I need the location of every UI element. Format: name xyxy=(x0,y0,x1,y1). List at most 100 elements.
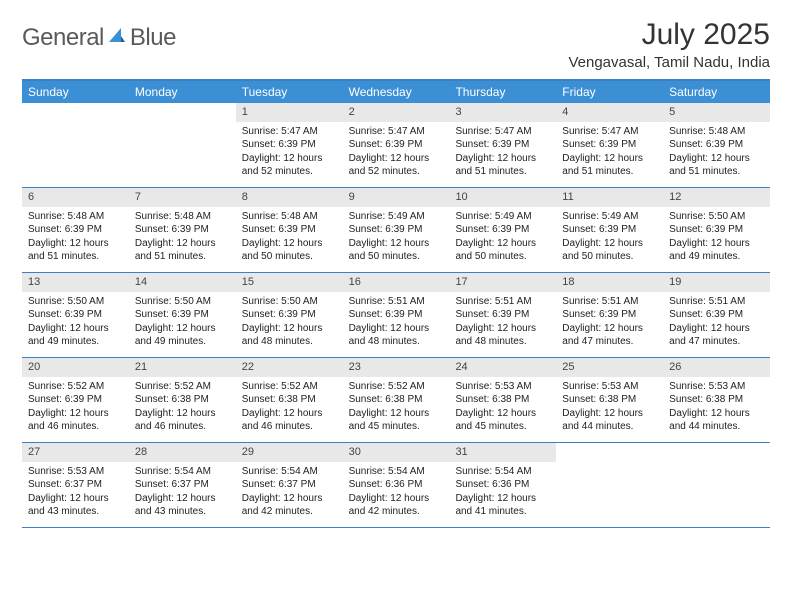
daylight-text: Daylight: 12 hours and 43 minutes. xyxy=(135,492,230,519)
sunrise-text: Sunrise: 5:54 AM xyxy=(242,465,337,479)
day-cell: 22Sunrise: 5:52 AMSunset: 6:38 PMDayligh… xyxy=(236,358,343,442)
daylight-text: Daylight: 12 hours and 50 minutes. xyxy=(349,237,444,264)
day-cell: 30Sunrise: 5:54 AMSunset: 6:36 PMDayligh… xyxy=(343,443,450,527)
day-cell: 5Sunrise: 5:48 AMSunset: 6:39 PMDaylight… xyxy=(663,103,770,187)
day-cell-empty xyxy=(129,103,236,187)
weekday-label: Wednesday xyxy=(343,81,450,103)
sunset-text: Sunset: 6:38 PM xyxy=(669,393,764,407)
sunset-text: Sunset: 6:39 PM xyxy=(455,138,550,152)
daylight-text: Daylight: 12 hours and 51 minutes. xyxy=(455,152,550,179)
sunset-text: Sunset: 6:38 PM xyxy=(349,393,444,407)
day-number: 12 xyxy=(663,188,770,207)
day-body: Sunrise: 5:52 AMSunset: 6:38 PMDaylight:… xyxy=(129,377,236,439)
day-cell: 28Sunrise: 5:54 AMSunset: 6:37 PMDayligh… xyxy=(129,443,236,527)
day-body: Sunrise: 5:51 AMSunset: 6:39 PMDaylight:… xyxy=(449,292,556,354)
day-cell: 17Sunrise: 5:51 AMSunset: 6:39 PMDayligh… xyxy=(449,273,556,357)
day-number: 9 xyxy=(343,188,450,207)
daylight-text: Daylight: 12 hours and 45 minutes. xyxy=(349,407,444,434)
day-cell: 12Sunrise: 5:50 AMSunset: 6:39 PMDayligh… xyxy=(663,188,770,272)
day-body: Sunrise: 5:54 AMSunset: 6:37 PMDaylight:… xyxy=(129,462,236,524)
sunrise-text: Sunrise: 5:50 AM xyxy=(669,210,764,224)
day-number: 7 xyxy=(129,188,236,207)
daylight-text: Daylight: 12 hours and 47 minutes. xyxy=(562,322,657,349)
day-body: Sunrise: 5:49 AMSunset: 6:39 PMDaylight:… xyxy=(449,207,556,269)
day-number: 8 xyxy=(236,188,343,207)
sunset-text: Sunset: 6:37 PM xyxy=(242,478,337,492)
sunset-text: Sunset: 6:38 PM xyxy=(562,393,657,407)
daylight-text: Daylight: 12 hours and 51 minutes. xyxy=(562,152,657,179)
day-body: Sunrise: 5:48 AMSunset: 6:39 PMDaylight:… xyxy=(22,207,129,269)
day-number: 29 xyxy=(236,443,343,462)
day-number: 26 xyxy=(663,358,770,377)
sunrise-text: Sunrise: 5:50 AM xyxy=(28,295,123,309)
day-body: Sunrise: 5:48 AMSunset: 6:39 PMDaylight:… xyxy=(236,207,343,269)
day-body: Sunrise: 5:48 AMSunset: 6:39 PMDaylight:… xyxy=(129,207,236,269)
sunset-text: Sunset: 6:37 PM xyxy=(135,478,230,492)
day-body: Sunrise: 5:47 AMSunset: 6:39 PMDaylight:… xyxy=(343,122,450,184)
day-number: 19 xyxy=(663,273,770,292)
logo-sail-icon xyxy=(107,26,127,51)
page-header: General Blue July 2025 Vengavasal, Tamil… xyxy=(22,18,770,71)
day-cell-empty xyxy=(22,103,129,187)
weekday-label: Thursday xyxy=(449,81,556,103)
sunrise-text: Sunrise: 5:48 AM xyxy=(669,125,764,139)
sunset-text: Sunset: 6:36 PM xyxy=(349,478,444,492)
day-number: 20 xyxy=(22,358,129,377)
logo-text-left: General xyxy=(22,24,104,52)
sunset-text: Sunset: 6:39 PM xyxy=(455,308,550,322)
sunrise-text: Sunrise: 5:50 AM xyxy=(135,295,230,309)
day-cell: 16Sunrise: 5:51 AMSunset: 6:39 PMDayligh… xyxy=(343,273,450,357)
daylight-text: Daylight: 12 hours and 46 minutes. xyxy=(28,407,123,434)
day-body: Sunrise: 5:53 AMSunset: 6:38 PMDaylight:… xyxy=(556,377,663,439)
sunset-text: Sunset: 6:38 PM xyxy=(455,393,550,407)
day-number: 4 xyxy=(556,103,663,122)
weekday-label: Friday xyxy=(556,81,663,103)
daylight-text: Daylight: 12 hours and 41 minutes. xyxy=(455,492,550,519)
sunset-text: Sunset: 6:39 PM xyxy=(28,308,123,322)
calendar-page: General Blue July 2025 Vengavasal, Tamil… xyxy=(0,0,792,546)
sunrise-text: Sunrise: 5:52 AM xyxy=(28,380,123,394)
day-cell: 11Sunrise: 5:49 AMSunset: 6:39 PMDayligh… xyxy=(556,188,663,272)
day-number: 21 xyxy=(129,358,236,377)
daylight-text: Daylight: 12 hours and 49 minutes. xyxy=(135,322,230,349)
daylight-text: Daylight: 12 hours and 47 minutes. xyxy=(669,322,764,349)
day-body: Sunrise: 5:54 AMSunset: 6:36 PMDaylight:… xyxy=(449,462,556,524)
sunset-text: Sunset: 6:39 PM xyxy=(135,223,230,237)
logo: General Blue xyxy=(22,24,176,52)
weekday-label: Sunday xyxy=(22,81,129,103)
weeks-container: 1Sunrise: 5:47 AMSunset: 6:39 PMDaylight… xyxy=(22,103,770,528)
day-cell: 4Sunrise: 5:47 AMSunset: 6:39 PMDaylight… xyxy=(556,103,663,187)
day-body: Sunrise: 5:54 AMSunset: 6:37 PMDaylight:… xyxy=(236,462,343,524)
week-row: 1Sunrise: 5:47 AMSunset: 6:39 PMDaylight… xyxy=(22,103,770,188)
day-body: Sunrise: 5:51 AMSunset: 6:39 PMDaylight:… xyxy=(343,292,450,354)
sunrise-text: Sunrise: 5:47 AM xyxy=(455,125,550,139)
day-body: Sunrise: 5:52 AMSunset: 6:38 PMDaylight:… xyxy=(343,377,450,439)
sunrise-text: Sunrise: 5:54 AM xyxy=(455,465,550,479)
sunset-text: Sunset: 6:38 PM xyxy=(135,393,230,407)
sunrise-text: Sunrise: 5:54 AM xyxy=(135,465,230,479)
sunrise-text: Sunrise: 5:49 AM xyxy=(349,210,444,224)
title-block: July 2025 Vengavasal, Tamil Nadu, India xyxy=(568,18,770,71)
day-number: 22 xyxy=(236,358,343,377)
sunrise-text: Sunrise: 5:47 AM xyxy=(562,125,657,139)
sunset-text: Sunset: 6:39 PM xyxy=(455,223,550,237)
day-cell: 6Sunrise: 5:48 AMSunset: 6:39 PMDaylight… xyxy=(22,188,129,272)
logo-text-right: Blue xyxy=(130,24,176,52)
day-number: 24 xyxy=(449,358,556,377)
day-cell: 9 Sunrise: 5:49 AMSunset: 6:39 PMDaylight… xyxy=(343,188,450,272)
day-cell: 31Sunrise: 5:54 AMSunset: 6:36 PMDayligh… xyxy=(449,443,556,527)
daylight-text: Daylight: 12 hours and 45 minutes. xyxy=(455,407,550,434)
sunrise-text: Sunrise: 5:54 AM xyxy=(349,465,444,479)
sunset-text: Sunset: 6:39 PM xyxy=(242,138,337,152)
day-number: 3 xyxy=(449,103,556,122)
daylight-text: Daylight: 12 hours and 49 minutes. xyxy=(28,322,123,349)
day-cell: 3 Sunrise: 5:47 AMSunset: 6:39 PMDaylight… xyxy=(449,103,556,187)
daylight-text: Daylight: 12 hours and 46 minutes. xyxy=(242,407,337,434)
daylight-text: Daylight: 12 hours and 48 minutes. xyxy=(455,322,550,349)
day-number: 2 xyxy=(343,103,450,122)
sunset-text: Sunset: 6:39 PM xyxy=(349,223,444,237)
day-number: 23 xyxy=(343,358,450,377)
sunrise-text: Sunrise: 5:47 AM xyxy=(242,125,337,139)
sunset-text: Sunset: 6:39 PM xyxy=(28,223,123,237)
day-cell: 19Sunrise: 5:51 AMSunset: 6:39 PMDayligh… xyxy=(663,273,770,357)
